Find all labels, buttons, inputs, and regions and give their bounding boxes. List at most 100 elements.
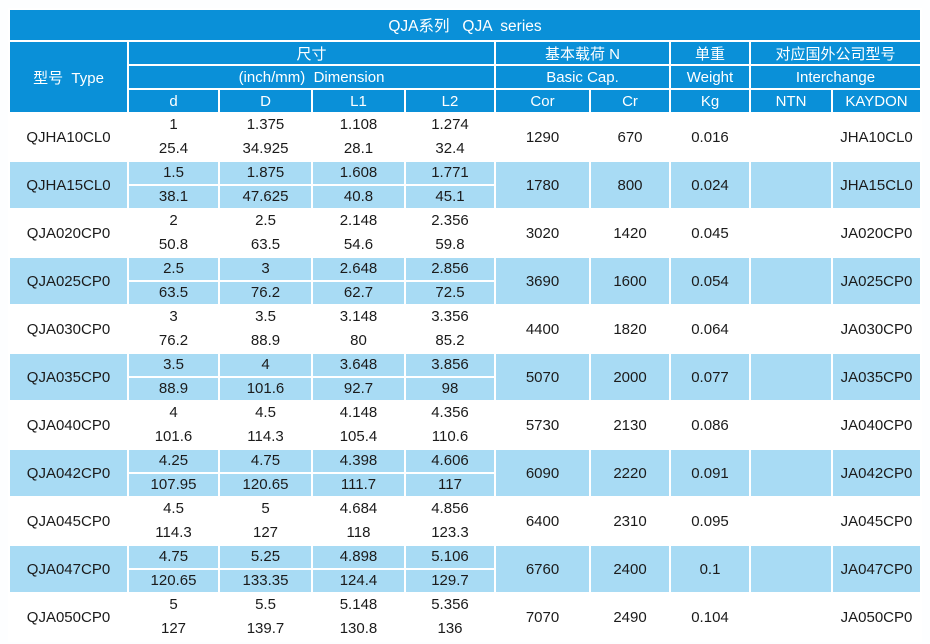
value-inch: 1.375 — [246, 116, 285, 133]
value-mm: 32.4 — [406, 136, 494, 160]
value-inch: 4.25 — [158, 452, 189, 469]
cell-l1-dimension: 4.898 124.4 — [313, 546, 404, 592]
col-header-kg: Kg — [671, 90, 749, 112]
value-inch: 3.5 — [163, 356, 184, 373]
value-mm: 114.3 — [220, 424, 311, 448]
value-inch: 4.684 — [339, 500, 378, 517]
cell-ntn — [751, 354, 831, 400]
cell-cr: 2130 — [591, 402, 669, 448]
cell-ntn — [751, 162, 831, 208]
cell-d-dimension: 1.375 34.925 — [220, 114, 311, 160]
col-header-type: 型号 Type — [10, 42, 127, 112]
value-inch: 4 — [261, 356, 270, 373]
cell-ntn — [751, 258, 831, 304]
value-mm: 107.95 — [129, 472, 218, 496]
col-group-load-cn: 基本载荷 N — [496, 42, 669, 64]
cell-d-dimension: 1.5 38.1 — [129, 162, 218, 208]
cell-d-dimension: 4.75 120.65 — [129, 546, 218, 592]
table-row: QJA030CP0 3 76.2 3.5 88.9 3.148 80 3.356 85.2 440… — [10, 306, 920, 352]
value-inch: 5.356 — [431, 596, 469, 613]
cell-ntn — [751, 402, 831, 448]
value-inch: 2.5 — [255, 212, 276, 229]
cell-type: QJA040CP0 — [10, 402, 127, 448]
cell-d-dimension: 3 76.2 — [129, 306, 218, 352]
cell-type: QJA035CP0 — [10, 354, 127, 400]
cell-ntn — [751, 498, 831, 544]
cell-d-dimension: 4 101.6 — [220, 354, 311, 400]
value-mm: 124.4 — [313, 568, 404, 592]
value-inch: 2.356 — [431, 212, 469, 229]
value-mm: 25.4 — [129, 136, 218, 160]
cell-l2-dimension: 5.106 129.7 — [406, 546, 494, 592]
col-header-cr: Cr — [591, 90, 669, 112]
cell-cor: 1780 — [496, 162, 589, 208]
value-inch: 1.5 — [163, 164, 184, 181]
value-inch: 5.148 — [339, 596, 378, 613]
cell-l1-dimension: 2.148 54.6 — [313, 210, 404, 256]
cell-kaydon: JA040CP0 — [833, 402, 920, 448]
cell-kg: 0.086 — [671, 402, 749, 448]
cell-type: QJA047CP0 — [10, 546, 127, 592]
col-group-dimension-en: (inch/mm) Dimension — [129, 66, 494, 88]
value-mm: 133.35 — [220, 568, 311, 592]
cell-kg: 0.077 — [671, 354, 749, 400]
cell-kg: 0.016 — [671, 114, 749, 160]
cell-kaydon: JA047CP0 — [833, 546, 920, 592]
cell-kg: 0.104 — [671, 594, 749, 640]
value-inch: 3.148 — [339, 308, 378, 325]
value-mm: 88.9 — [129, 376, 218, 400]
cell-d-dimension: 1.875 47.625 — [220, 162, 311, 208]
cell-l1-dimension: 2.648 62.7 — [313, 258, 404, 304]
value-mm: 127 — [220, 520, 311, 544]
cell-cor: 4400 — [496, 306, 589, 352]
table-row: QJA047CP0 4.75 120.65 5.25 133.35 4.898 124.4 5… — [10, 546, 920, 592]
value-inch: 4.356 — [431, 404, 469, 421]
col-header-D: D — [220, 90, 311, 112]
col-group-dimension-cn: 尺寸 — [129, 42, 494, 64]
cell-ntn — [751, 306, 831, 352]
value-inch: 3.856 — [431, 356, 469, 373]
value-inch: 5 — [169, 596, 178, 613]
cell-d-dimension: 2.5 63.5 — [129, 258, 218, 304]
value-mm: 98 — [406, 376, 494, 400]
cell-l1-dimension: 3.648 92.7 — [313, 354, 404, 400]
cell-d-dimension: 3.5 88.9 — [220, 306, 311, 352]
value-mm: 40.8 — [313, 184, 404, 208]
cell-cr: 2310 — [591, 498, 669, 544]
cell-kg: 0.024 — [671, 162, 749, 208]
cell-kg: 0.045 — [671, 210, 749, 256]
value-inch: 4.5 — [163, 500, 184, 517]
cell-d-dimension: 3 76.2 — [220, 258, 311, 304]
cell-kaydon: JA020CP0 — [833, 210, 920, 256]
value-inch: 4.898 — [339, 548, 378, 565]
value-mm: 120.65 — [220, 472, 311, 496]
col-header-cor: Cor — [496, 90, 589, 112]
value-inch: 4.75 — [158, 548, 189, 565]
value-inch: 2 — [169, 212, 178, 229]
cell-cr: 2220 — [591, 450, 669, 496]
table-row: QJHA15CL0 1.5 38.1 1.875 47.625 1.608 40.8 1.77… — [10, 162, 920, 208]
cell-ntn — [751, 450, 831, 496]
value-mm: 47.625 — [220, 184, 311, 208]
cell-l1-dimension: 4.148 105.4 — [313, 402, 404, 448]
value-inch: 4.398 — [339, 452, 378, 469]
cell-kaydon: JA042CP0 — [833, 450, 920, 496]
value-mm: 34.925 — [220, 136, 311, 160]
col-header-d: d — [129, 90, 218, 112]
value-mm: 72.5 — [406, 280, 494, 304]
cell-l1-dimension: 4.684 118 — [313, 498, 404, 544]
value-mm: 62.7 — [313, 280, 404, 304]
cell-cr: 2400 — [591, 546, 669, 592]
value-inch: 1 — [169, 116, 178, 133]
cell-l2-dimension: 1.274 32.4 — [406, 114, 494, 160]
cell-type: QJA042CP0 — [10, 450, 127, 496]
value-inch: 1.108 — [339, 116, 378, 133]
cell-d-dimension: 1 25.4 — [129, 114, 218, 160]
cell-l1-dimension: 1.108 28.1 — [313, 114, 404, 160]
cell-d-dimension: 2.5 63.5 — [220, 210, 311, 256]
cell-l1-dimension: 1.608 40.8 — [313, 162, 404, 208]
value-mm: 114.3 — [129, 520, 218, 544]
cell-d-dimension: 5.25 133.35 — [220, 546, 311, 592]
value-mm: 139.7 — [220, 616, 311, 640]
value-inch: 4 — [169, 404, 178, 421]
